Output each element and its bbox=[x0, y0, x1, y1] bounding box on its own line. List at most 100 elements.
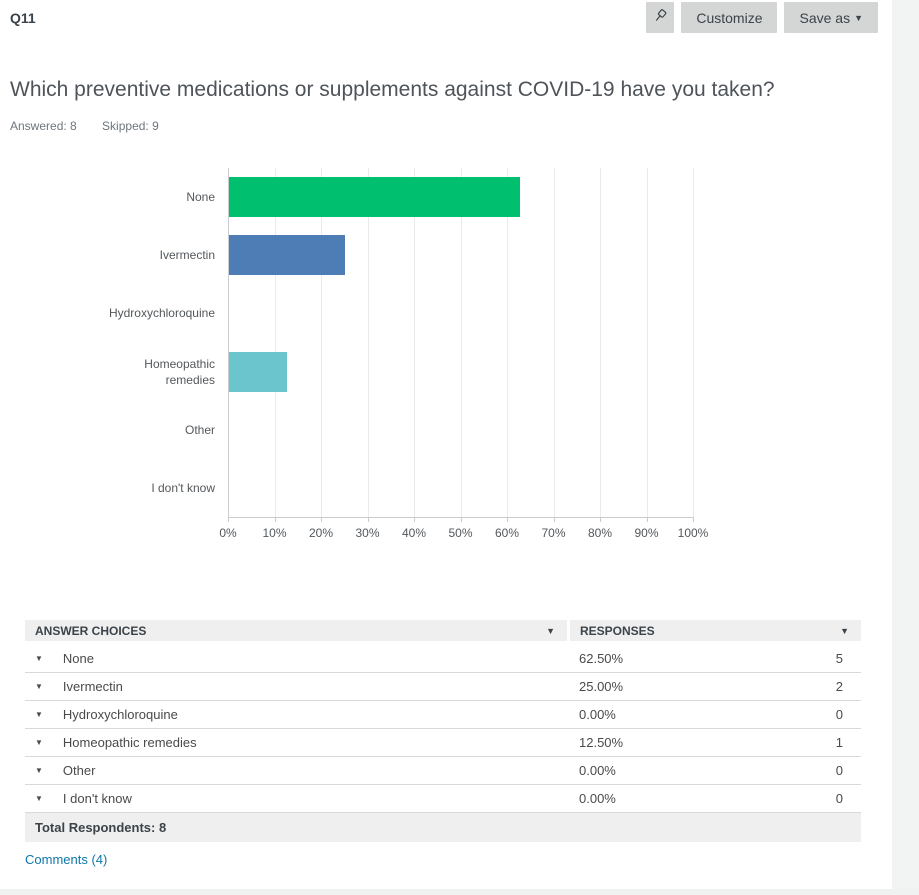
x-axis-tick bbox=[274, 518, 276, 523]
table-row: ▼ Hydroxychloroquine 0.00% 0 bbox=[25, 701, 861, 729]
total-respondents-label: Total Respondents: 8 bbox=[35, 820, 167, 835]
pushpin-icon bbox=[651, 7, 669, 28]
row-expand-caret-icon[interactable]: ▼ bbox=[35, 654, 43, 663]
response-count: 0 bbox=[835, 791, 843, 806]
row-expand-caret-icon[interactable]: ▼ bbox=[35, 710, 43, 719]
x-axis-tick bbox=[321, 518, 322, 523]
sort-caret-icon[interactable]: ▼ bbox=[546, 625, 555, 636]
response-count: 1 bbox=[835, 735, 843, 750]
bar bbox=[229, 351, 288, 392]
x-axis-tick bbox=[228, 518, 229, 523]
category-label-text: Hydroxychloroquine bbox=[108, 306, 215, 321]
gridline bbox=[600, 168, 601, 518]
save-as-button[interactable]: Save as ▼ bbox=[784, 2, 878, 33]
gridline bbox=[367, 168, 369, 518]
category-label: Ivermectin bbox=[0, 226, 215, 284]
response-percent: 0.00% bbox=[579, 791, 616, 806]
toolbar-buttons: Customize Save as ▼ bbox=[646, 2, 878, 33]
table-row: ▼ Ivermectin 25.00% 2 bbox=[25, 673, 861, 701]
skipped-count: Skipped: 9 bbox=[102, 119, 159, 133]
customize-button[interactable]: Customize bbox=[681, 2, 778, 33]
x-axis-tick-label: 40% bbox=[401, 526, 427, 541]
answer-cell: ▼ None bbox=[25, 651, 579, 666]
x-axis-tick-label: 20% bbox=[308, 526, 334, 541]
answers-table: ANSWER CHOICES ▼ RESPONSES ▼ ▼ None 62.50%… bbox=[25, 620, 861, 842]
x-axis-tick-label: 90% bbox=[634, 526, 659, 541]
category-label-text: Other bbox=[184, 422, 215, 437]
answer-cell: ▼ Homeopathic remedies bbox=[25, 735, 579, 750]
y-axis-line bbox=[228, 168, 229, 518]
response-percent: 62.50% bbox=[579, 651, 624, 666]
x-axis-tick-label: 70% bbox=[541, 526, 566, 541]
category-label-text: I don't know bbox=[151, 481, 215, 496]
table-row: ▼ I don't know 0.00% 0 bbox=[25, 785, 861, 813]
category-label: Hydroxychloroquine bbox=[0, 284, 215, 342]
row-expand-caret-icon[interactable]: ▼ bbox=[35, 766, 43, 775]
bar-chart: 0% 10% 20% 30% 40% 50% 60% 70% 80% 90% 100% None Ive… bbox=[0, 157, 740, 550]
response-count: 5 bbox=[835, 651, 843, 666]
gridline bbox=[553, 168, 555, 518]
response-percent: 0.00% bbox=[579, 763, 616, 778]
table-row: ▼ Other 0.00% 0 bbox=[25, 757, 861, 785]
gridline bbox=[321, 168, 322, 518]
table-row: ▼ None 62.50% 5 bbox=[25, 645, 861, 673]
gridline bbox=[460, 168, 462, 518]
x-axis-tick bbox=[646, 518, 648, 523]
answer-label: None bbox=[62, 651, 94, 666]
answer-choices-header-label: ANSWER CHOICES bbox=[35, 623, 147, 638]
category-label: Other bbox=[0, 401, 215, 459]
row-expand-caret-icon[interactable]: ▼ bbox=[35, 682, 43, 691]
gridline bbox=[414, 168, 415, 518]
x-axis-tick-label: 80% bbox=[587, 526, 613, 541]
x-axis-line bbox=[228, 517, 694, 519]
category-label: Homeopathic remedies bbox=[0, 343, 215, 401]
column-header-responses[interactable]: RESPONSES ▼ bbox=[570, 620, 861, 641]
table-row: ▼ Homeopathic remedies 12.50% 1 bbox=[25, 729, 861, 757]
category-label: I don't know bbox=[0, 459, 215, 517]
response-count: 0 bbox=[835, 763, 843, 778]
x-axis-tick bbox=[693, 518, 694, 523]
answer-cell: ▼ Ivermectin bbox=[25, 679, 579, 694]
row-expand-caret-icon[interactable]: ▼ bbox=[35, 738, 43, 747]
bar bbox=[229, 235, 346, 276]
response-meta: Answered: 8 Skipped: 9 bbox=[10, 119, 919, 133]
answer-label: I don't know bbox=[62, 791, 132, 806]
pin-button[interactable] bbox=[646, 2, 675, 33]
x-axis-tick-label: 50% bbox=[448, 526, 473, 541]
answer-label: Ivermectin bbox=[62, 679, 123, 694]
comments-link[interactable]: Comments (4) bbox=[25, 852, 108, 867]
answer-cell: ▼ Hydroxychloroquine bbox=[25, 707, 579, 722]
answer-cell: ▼ Other bbox=[25, 763, 579, 778]
x-axis-tick bbox=[367, 518, 369, 523]
responses-header-label: RESPONSES bbox=[580, 623, 655, 638]
answer-label: Other bbox=[62, 763, 96, 778]
x-axis-tick-label: 60% bbox=[494, 526, 520, 541]
chevron-down-icon: ▼ bbox=[854, 12, 863, 23]
x-axis-tick bbox=[553, 518, 555, 523]
total-respondents-row: Total Respondents: 8 bbox=[25, 813, 861, 842]
x-axis-tick-label: 0% bbox=[219, 526, 237, 541]
response-count: 0 bbox=[835, 707, 843, 722]
x-axis-tick bbox=[460, 518, 462, 523]
gridline bbox=[507, 168, 508, 518]
page-right-gutter bbox=[892, 0, 919, 895]
x-axis-tick-label: 100% bbox=[677, 526, 709, 541]
page-bottom-gutter bbox=[0, 889, 919, 895]
column-header-answer-choices[interactable]: ANSWER CHOICES ▼ bbox=[25, 620, 567, 641]
x-axis-tick-label: 10% bbox=[262, 526, 287, 541]
question-number: Q11 bbox=[10, 10, 36, 26]
answer-label: Hydroxychloroquine bbox=[62, 707, 178, 722]
response-count: 2 bbox=[835, 679, 843, 694]
row-expand-caret-icon[interactable]: ▼ bbox=[35, 794, 43, 803]
table-body: ▼ None 62.50% 5 ▼ Ivermectin 25.00% 2 ▼ Hydroxych… bbox=[25, 645, 861, 813]
gridline bbox=[274, 168, 276, 518]
sort-caret-icon[interactable]: ▼ bbox=[840, 625, 849, 636]
question-toolbar: Q11 Customize Save as ▼ bbox=[0, 0, 919, 36]
response-percent: 0.00% bbox=[579, 707, 616, 722]
save-as-button-label: Save as bbox=[799, 9, 851, 26]
customize-button-label: Customize bbox=[696, 9, 763, 26]
x-axis-tick bbox=[600, 518, 601, 523]
table-header-row: ANSWER CHOICES ▼ RESPONSES ▼ bbox=[25, 620, 861, 641]
answered-count: Answered: 8 bbox=[10, 119, 77, 133]
category-label: None bbox=[0, 168, 215, 226]
